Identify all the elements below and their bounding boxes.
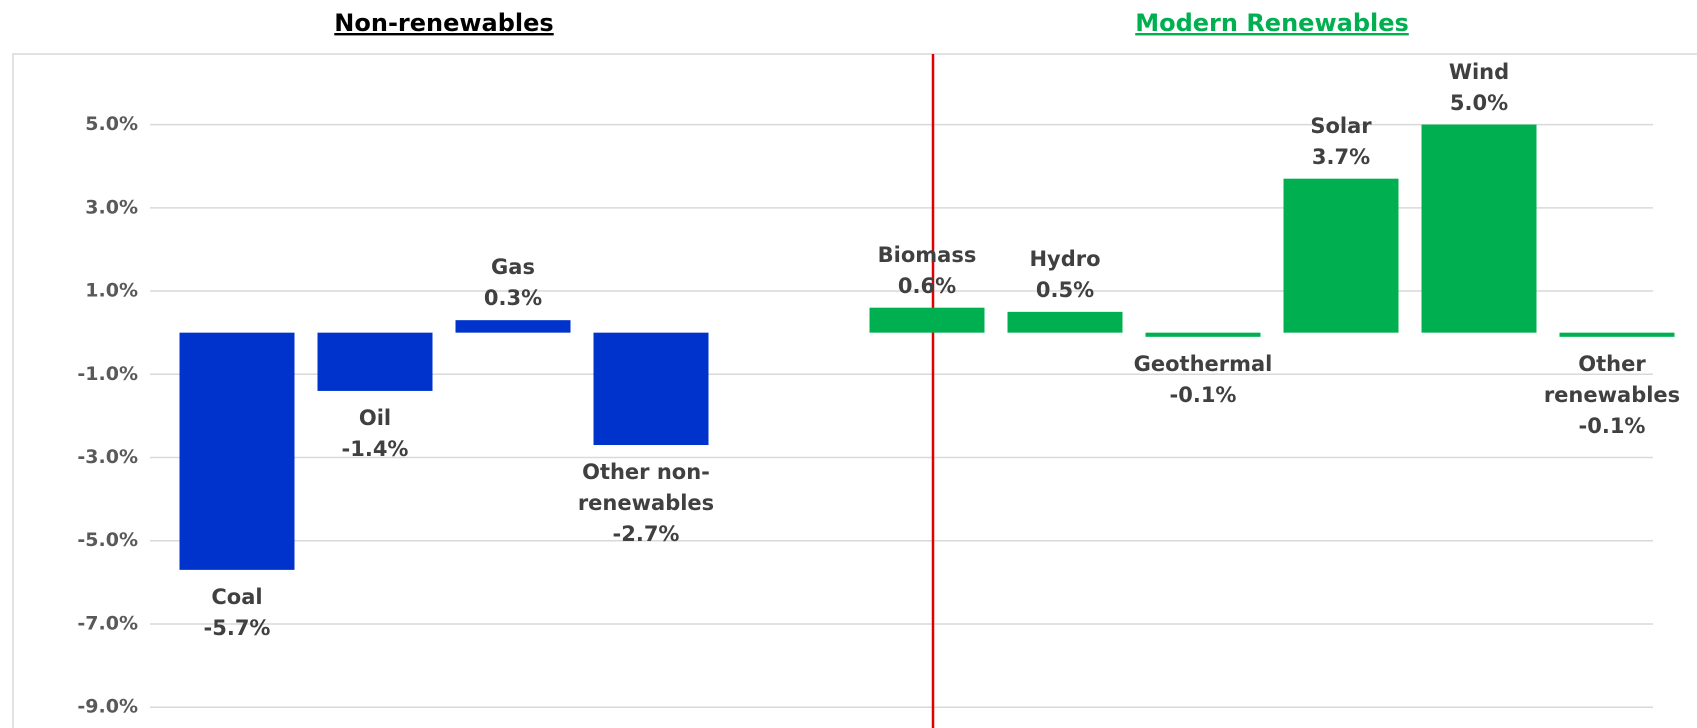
bar-label: Hydro 0.5% [980, 244, 1150, 306]
category-label: Wind [1448, 59, 1510, 84]
category-label: Oil [358, 405, 392, 430]
bar [1559, 332, 1675, 337]
value-label: -5.7% [203, 615, 271, 640]
bar [1145, 332, 1261, 337]
bar [1283, 178, 1399, 333]
category-label: Geothermal [1133, 351, 1273, 376]
bar [179, 332, 295, 570]
value-label: -0.1% [1578, 413, 1646, 438]
value-label: -1.4% [341, 436, 409, 461]
plot-border [12, 53, 1697, 728]
bar [869, 307, 985, 333]
bar-label: Biomass 0.6% [842, 240, 1012, 302]
value-label: 0.3% [483, 286, 543, 311]
group-title: Non-renewables [334, 9, 553, 37]
bar [1421, 124, 1537, 333]
y-tick-label: 1.0% [85, 280, 138, 302]
category-label: Other renewables [1543, 351, 1681, 407]
category-label: Biomass [877, 242, 977, 267]
value-label: -2.7% [612, 522, 680, 547]
category-label: Other non-renewables [577, 460, 715, 516]
category-label: Solar [1310, 113, 1372, 138]
category-label: Hydro [1029, 246, 1101, 271]
category-label: Gas [491, 255, 535, 280]
category-label: Coal [211, 584, 263, 609]
bar [317, 332, 433, 391]
y-tick-label: 3.0% [85, 196, 138, 218]
group-title: Modern Renewables [1135, 9, 1409, 37]
bar-label: Wind 5.0% [1394, 57, 1564, 119]
value-label: 0.6% [897, 273, 957, 298]
y-tick-label: -5.0% [77, 529, 138, 551]
bar-label: Coal -5.7% [152, 582, 322, 644]
bar-label: Gas 0.3% [428, 252, 598, 314]
bar [593, 332, 709, 446]
value-label: 3.7% [1311, 144, 1371, 169]
bar-label: Other renewables -0.1% [1532, 349, 1692, 442]
y-tick-label: -7.0% [77, 612, 138, 634]
value-label: -0.1% [1169, 382, 1237, 407]
y-tick-label: -1.0% [77, 363, 138, 385]
bar-label: Solar 3.7% [1256, 111, 1426, 173]
y-tick-label: 5.0% [85, 113, 138, 135]
bar [455, 320, 571, 333]
y-tick-label: -9.0% [77, 696, 138, 718]
y-tick-label: -3.0% [77, 446, 138, 468]
value-label: 5.0% [1449, 90, 1509, 115]
bar-label: Other non-renewables -2.7% [566, 457, 726, 550]
bar-label: Oil -1.4% [290, 403, 460, 465]
value-label: 0.5% [1035, 277, 1095, 302]
bar [1007, 311, 1123, 333]
bar-label: Geothermal -0.1% [1118, 349, 1288, 411]
